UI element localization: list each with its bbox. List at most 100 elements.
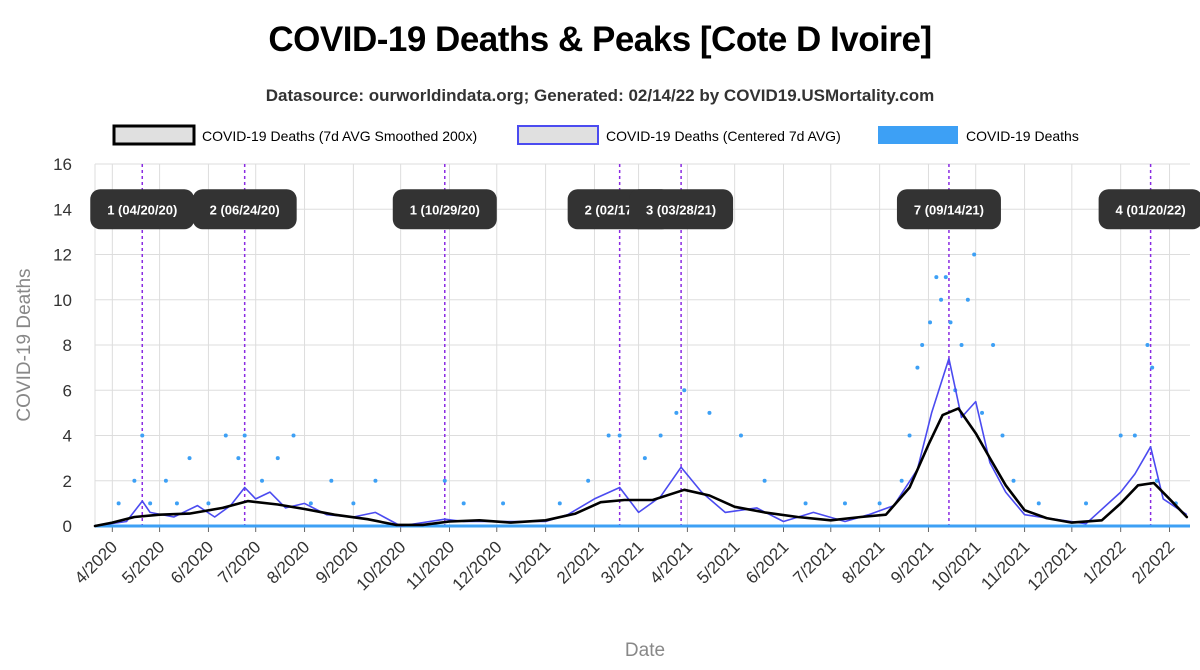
daily-death-point bbox=[907, 433, 912, 438]
peak-label-box bbox=[629, 189, 734, 230]
y-tick-label: 16 bbox=[53, 155, 72, 174]
peak-label-text: 7 (09/14/21) bbox=[914, 202, 984, 217]
legend-label-daily: COVID-19 Deaths bbox=[966, 128, 1079, 144]
daily-death-point bbox=[373, 478, 378, 483]
x-tick-label: 10/2020 bbox=[353, 537, 410, 594]
x-tick-label: 1/2021 bbox=[504, 537, 554, 587]
y-tick-label: 6 bbox=[63, 381, 72, 400]
legend-swatch-avg bbox=[517, 125, 599, 145]
x-tick-label: 12/2020 bbox=[449, 537, 506, 594]
daily-death-point bbox=[329, 478, 334, 483]
daily-death-point bbox=[461, 501, 466, 506]
peak-label: 1 (04/20/20) bbox=[90, 189, 195, 230]
y-tick-label: 14 bbox=[53, 200, 72, 219]
daily-death-point bbox=[803, 501, 808, 506]
x-tick-label: 4/2021 bbox=[646, 537, 696, 587]
daily-death-point bbox=[1145, 343, 1150, 347]
chart-legend: COVID-19 Deaths (7d AVG Smoothed 200x) C… bbox=[112, 124, 1079, 146]
peak-labels: 1 (04/20/20) 2 (06/24/20) 1 (10/29/20) 2 (0… bbox=[90, 189, 1200, 230]
daily-death-point bbox=[934, 275, 939, 280]
legend-swatch-daily bbox=[878, 126, 958, 144]
daily-death-point bbox=[920, 343, 925, 347]
daily-death-point bbox=[291, 433, 296, 438]
daily-death-point bbox=[1084, 501, 1089, 506]
peak-label: 2 (06/24/20) bbox=[192, 189, 297, 230]
peak-label: 3 (03/28/21) bbox=[629, 189, 734, 230]
legend-label-avg: COVID-19 Deaths (Centered 7d AVG) bbox=[606, 128, 841, 144]
centered-avg-line bbox=[94, 357, 1188, 527]
x-tick-label: 5/2021 bbox=[693, 537, 743, 587]
peak-label-box bbox=[192, 189, 297, 230]
daily-death-point bbox=[899, 478, 904, 483]
x-axis-label: Date bbox=[625, 640, 665, 661]
daily-death-point bbox=[1000, 433, 1005, 438]
daily-death-point bbox=[959, 343, 964, 347]
daily-death-point bbox=[206, 501, 211, 506]
daily-death-point bbox=[1036, 501, 1041, 506]
daily-death-point bbox=[943, 275, 948, 280]
peak-label-text: 3 (03/28/21) bbox=[646, 202, 716, 217]
daily-death-point bbox=[1132, 433, 1137, 438]
daily-death-point bbox=[557, 501, 562, 506]
peak-label-text: 2 (06/24/20) bbox=[210, 202, 280, 217]
daily-death-point bbox=[275, 456, 280, 461]
daily-death-point bbox=[163, 478, 168, 483]
peak-label-box bbox=[392, 189, 497, 230]
x-tick-label: 6/2020 bbox=[167, 537, 217, 587]
y-tick-label: 12 bbox=[53, 246, 72, 265]
x-tick-label: 10/2021 bbox=[928, 537, 985, 594]
x-tick-label: 7/2020 bbox=[214, 537, 264, 587]
peak-label-text: 4 (01/20/22) bbox=[1116, 202, 1186, 217]
peak-label-text: 1 (04/20/20) bbox=[107, 202, 177, 217]
y-axis-ticks: 0 2 4 6 8 10 12 14 16 bbox=[53, 155, 72, 536]
peak-label: 4 (01/20/22) bbox=[1098, 189, 1200, 230]
x-axis-ticks: 4/20205/20206/20207/20208/20209/202010/2… bbox=[71, 526, 1178, 594]
x-tick-label: 5/2020 bbox=[118, 537, 168, 587]
daily-death-point bbox=[242, 433, 247, 438]
daily-death-point bbox=[991, 343, 996, 347]
x-tick-label: 4/2020 bbox=[71, 537, 121, 587]
daily-death-point bbox=[132, 478, 137, 483]
legend-label-smoothed: COVID-19 Deaths (7d AVG Smoothed 200x) bbox=[202, 128, 477, 144]
daily-death-point bbox=[939, 297, 944, 302]
peak-label: 7 (09/14/21) bbox=[896, 189, 1001, 230]
daily-death-point bbox=[1011, 478, 1016, 483]
peak-label-box bbox=[1098, 189, 1200, 230]
daily-death-point bbox=[148, 501, 153, 506]
legend-swatch-smoothed bbox=[112, 124, 196, 146]
daily-death-point bbox=[174, 501, 179, 506]
daily-deaths-points bbox=[95, 252, 1190, 528]
daily-death-point bbox=[442, 478, 447, 483]
daily-death-point bbox=[308, 501, 313, 506]
daily-death-point bbox=[674, 410, 679, 415]
x-tick-label: 6/2021 bbox=[742, 537, 792, 587]
centered-avg-series bbox=[94, 357, 1188, 527]
daily-death-point bbox=[915, 365, 920, 370]
daily-death-point bbox=[140, 433, 145, 438]
daily-death-point bbox=[223, 433, 228, 438]
daily-death-point bbox=[928, 320, 933, 325]
smoothed-series bbox=[93, 407, 1189, 528]
daily-death-point bbox=[707, 410, 712, 415]
daily-death-point bbox=[877, 501, 882, 506]
daily-death-point bbox=[682, 388, 687, 393]
x-tick-label: 3/2021 bbox=[597, 537, 647, 587]
x-tick-label: 7/2021 bbox=[789, 537, 839, 587]
daily-death-point bbox=[351, 501, 356, 506]
daily-death-point bbox=[972, 252, 977, 257]
x-tick-label: 2/2022 bbox=[1128, 537, 1178, 587]
daily-death-point bbox=[658, 433, 663, 438]
daily-death-point bbox=[236, 456, 241, 461]
chart-subtitle: Datasource: ourworldindata.org; Generate… bbox=[265, 86, 935, 105]
x-tick-label: 11/2020 bbox=[402, 537, 458, 593]
x-tick-label: 8/2021 bbox=[838, 537, 888, 587]
daily-death-point bbox=[606, 433, 611, 438]
daily-death-point bbox=[980, 410, 985, 415]
y-tick-label: 8 bbox=[63, 336, 72, 355]
daily-death-point bbox=[738, 433, 743, 438]
daily-death-point bbox=[187, 456, 192, 461]
peak-label: 1 (10/29/20) bbox=[392, 189, 497, 230]
daily-death-point bbox=[116, 501, 121, 506]
peak-label-text: 1 (10/29/20) bbox=[410, 202, 480, 217]
